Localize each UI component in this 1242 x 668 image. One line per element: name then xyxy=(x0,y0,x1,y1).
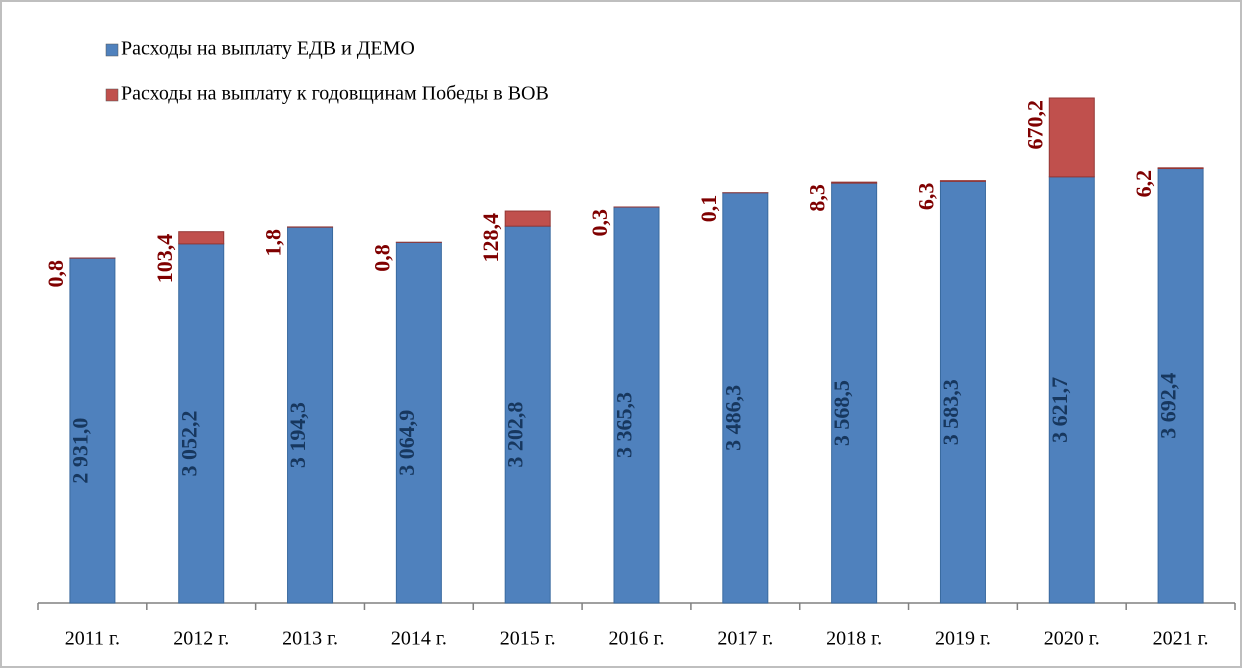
value-label: 3 052,2 xyxy=(176,410,201,476)
value-label: 6,3 xyxy=(914,183,939,211)
value-label: 1,8 xyxy=(261,229,286,257)
x-tick-label: 2013 г. xyxy=(282,628,338,650)
legend-label: Расходы на выплату к годовщинам Победы в… xyxy=(121,83,549,105)
bar-segment xyxy=(939,180,986,182)
legend-label: Расходы на выплату ЕДВ и ДЕМО xyxy=(121,38,415,60)
value-label: 128,4 xyxy=(478,213,503,263)
x-tick-label: 2012 г. xyxy=(173,628,229,650)
x-tick-label: 2011 г. xyxy=(65,628,120,650)
value-label: 0,1 xyxy=(696,195,721,223)
legend-swatch xyxy=(105,43,119,57)
x-tick-label: 2014 г. xyxy=(391,628,447,650)
x-tick-label: 2016 г. xyxy=(609,628,665,650)
bar-segment xyxy=(939,180,986,604)
bar-segment xyxy=(722,192,769,604)
bar-segment xyxy=(831,181,878,184)
value-label: 3 194,3 xyxy=(285,402,310,468)
value-label: 3 568,5 xyxy=(829,380,854,446)
bar-segment xyxy=(69,257,116,604)
bar-segment xyxy=(395,241,442,604)
value-label: 2 931,0 xyxy=(67,418,92,484)
value-label: 0,8 xyxy=(369,244,394,272)
value-label: 3 583,3 xyxy=(938,379,963,445)
bar-segment xyxy=(1048,97,1095,178)
x-tick-label: 2015 г. xyxy=(500,628,556,650)
value-label: 3 486,3 xyxy=(720,385,745,451)
x-tick-label: 2017 г. xyxy=(717,628,773,650)
legend-swatch xyxy=(105,88,119,102)
bar-segment xyxy=(1157,168,1204,604)
x-tick-label: 2018 г. xyxy=(826,628,882,650)
bar-segment xyxy=(178,243,225,604)
value-label: 0,3 xyxy=(587,209,612,237)
value-label: 8,3 xyxy=(805,184,830,212)
value-label: 3 064,9 xyxy=(394,410,419,476)
value-label: 6,2 xyxy=(1131,170,1156,198)
value-label: 3 621,7 xyxy=(1047,377,1072,443)
x-tick-label: 2019 г. xyxy=(935,628,991,650)
value-label: 670,2 xyxy=(1022,100,1047,150)
value-label: 3 202,8 xyxy=(503,402,528,468)
bar-segment xyxy=(178,231,225,245)
bar-segment xyxy=(831,182,878,604)
value-label: 3 692,4 xyxy=(1156,373,1181,439)
x-tick-label: 2020 г. xyxy=(1044,628,1100,650)
value-label: 103,4 xyxy=(152,234,177,284)
bar-segment xyxy=(504,210,551,227)
bar-segment xyxy=(1157,167,1204,170)
bar-segment xyxy=(504,225,551,604)
x-tick-label: 2021 г. xyxy=(1153,628,1209,650)
value-label: 0,8 xyxy=(43,260,68,288)
bar-segment xyxy=(613,206,660,604)
bar-segment xyxy=(287,226,334,604)
value-label: 3 365,3 xyxy=(612,392,637,458)
